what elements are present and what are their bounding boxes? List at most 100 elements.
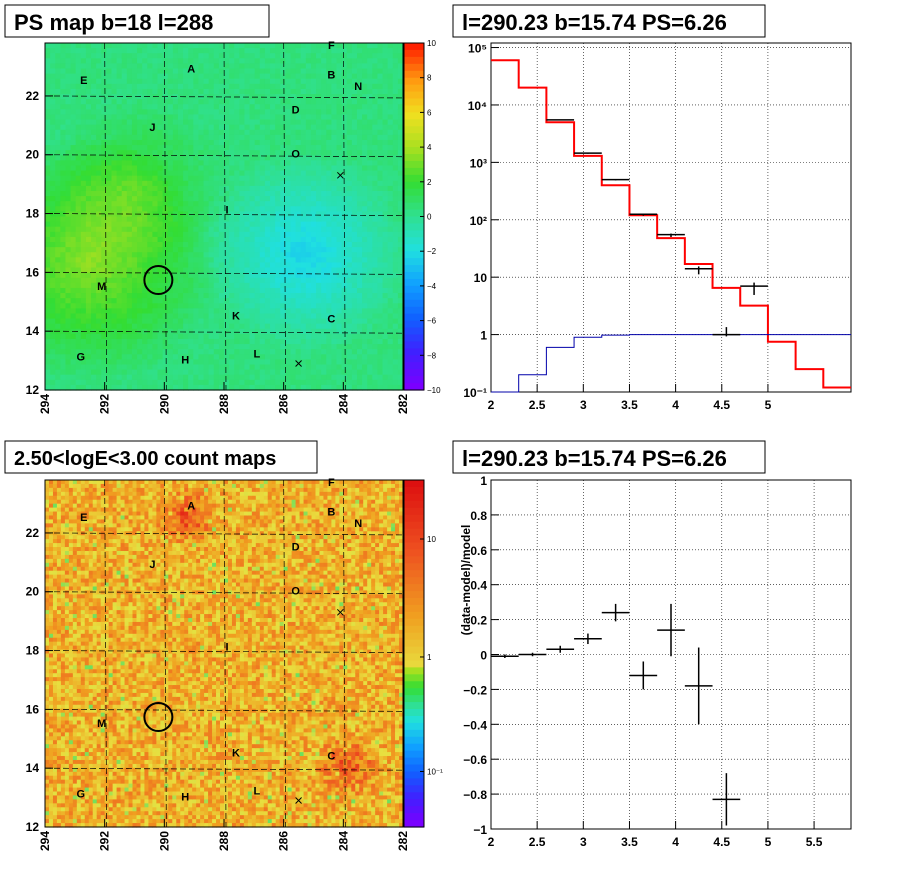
map-pixel [259, 226, 266, 233]
map-pixel [80, 242, 87, 248]
map-pixel [213, 170, 220, 177]
map-pixel [70, 155, 77, 161]
map-pixel [45, 495, 50, 501]
map-pixel [234, 43, 240, 49]
map-pixel [218, 293, 225, 299]
map-pixel [336, 328, 343, 335]
map-pixel [356, 68, 363, 75]
map-pixel [305, 303, 312, 309]
map-pixel [177, 303, 184, 309]
map-pixel [80, 267, 87, 274]
map-pixel [254, 88, 261, 95]
map-pixel [285, 68, 292, 75]
map-pixel [45, 109, 51, 116]
map-pixel [126, 196, 133, 202]
map-pixel [111, 150, 118, 156]
map-pixel [70, 318, 77, 325]
map-pixel [172, 242, 179, 248]
map-pixel [183, 303, 189, 309]
map-pixel [336, 48, 343, 54]
map-pixel [321, 180, 327, 187]
map-pixel [336, 78, 343, 85]
map-pixel [142, 73, 148, 80]
map-pixel [50, 277, 56, 284]
map-pixel [367, 282, 373, 289]
map-pixel [208, 206, 215, 212]
map-pixel [326, 293, 332, 299]
map-pixel [60, 359, 67, 366]
x-tick-label: 286 [277, 394, 291, 414]
map-pixel [50, 185, 56, 192]
map-pixel [167, 221, 174, 228]
map-pixel [326, 139, 332, 146]
map-pixel [45, 499, 50, 505]
map-pixel [193, 252, 200, 258]
map-pixel [326, 124, 332, 131]
map-pixel [377, 155, 384, 161]
map-pixel [367, 201, 373, 207]
map-pixel [372, 216, 379, 223]
map-pixel [244, 242, 251, 248]
map-pixel [356, 211, 363, 218]
map-pixel [157, 226, 164, 233]
map-pixel [101, 165, 107, 172]
map-pixel [270, 48, 276, 54]
map-pixel [392, 328, 399, 335]
map-pixel [244, 303, 251, 309]
map-pixel [106, 262, 113, 269]
map-pixel [137, 354, 143, 360]
map-pixel [218, 221, 225, 228]
map-pixel [152, 155, 159, 161]
map-pixel [341, 323, 348, 330]
map-pixel [218, 139, 225, 146]
map-pixel [397, 190, 404, 197]
map-pixel [167, 364, 174, 371]
map-pixel [316, 201, 322, 207]
map-pixel [397, 272, 404, 279]
map-pixel [198, 196, 205, 202]
map-pixel [331, 338, 338, 345]
map-pixel [346, 272, 353, 279]
colorbar-tick-label: −8 [427, 351, 437, 360]
map-pixel [147, 236, 153, 243]
map-pixel [356, 53, 363, 59]
map-pixel [229, 109, 235, 116]
map-pixel [45, 43, 51, 49]
map-pixel [126, 267, 133, 274]
map-pixel [239, 247, 246, 253]
map-pixel [264, 379, 271, 386]
map-pixel [234, 231, 240, 238]
map-pixel [397, 247, 404, 253]
map-pixel [310, 190, 317, 197]
map-pixel [362, 58, 368, 65]
map-pixel [111, 211, 118, 218]
map-pixel [121, 58, 128, 65]
map-grid-line [44, 154, 404, 158]
map-pixel [142, 221, 148, 228]
map-pixel [285, 282, 292, 289]
map-pixel [147, 262, 153, 269]
map-pixel [397, 211, 404, 218]
map-pixel [341, 88, 348, 95]
map-pixel [249, 226, 256, 233]
map-pixel [270, 364, 276, 371]
map-pixel [91, 374, 97, 381]
map-pixel [346, 282, 353, 289]
map-pixel [131, 175, 138, 182]
map-pixel [331, 63, 338, 70]
map-pixel [91, 160, 97, 167]
map-pixel [157, 104, 164, 110]
map-pixel [126, 303, 133, 309]
map-pixel [254, 287, 261, 294]
map-pixel [157, 211, 164, 218]
spectrum-title: l=290.23 b=15.74 PS=6.26 [462, 10, 727, 35]
map-pixel [50, 252, 56, 258]
map-pixel [285, 134, 292, 141]
map-pixel [111, 374, 118, 381]
map-pixel [346, 277, 353, 284]
colorbar-cell [404, 167, 424, 176]
map-pixel [285, 190, 292, 197]
map-pixel [65, 323, 72, 330]
map-pixel [121, 190, 128, 197]
map-pixel [188, 231, 194, 238]
